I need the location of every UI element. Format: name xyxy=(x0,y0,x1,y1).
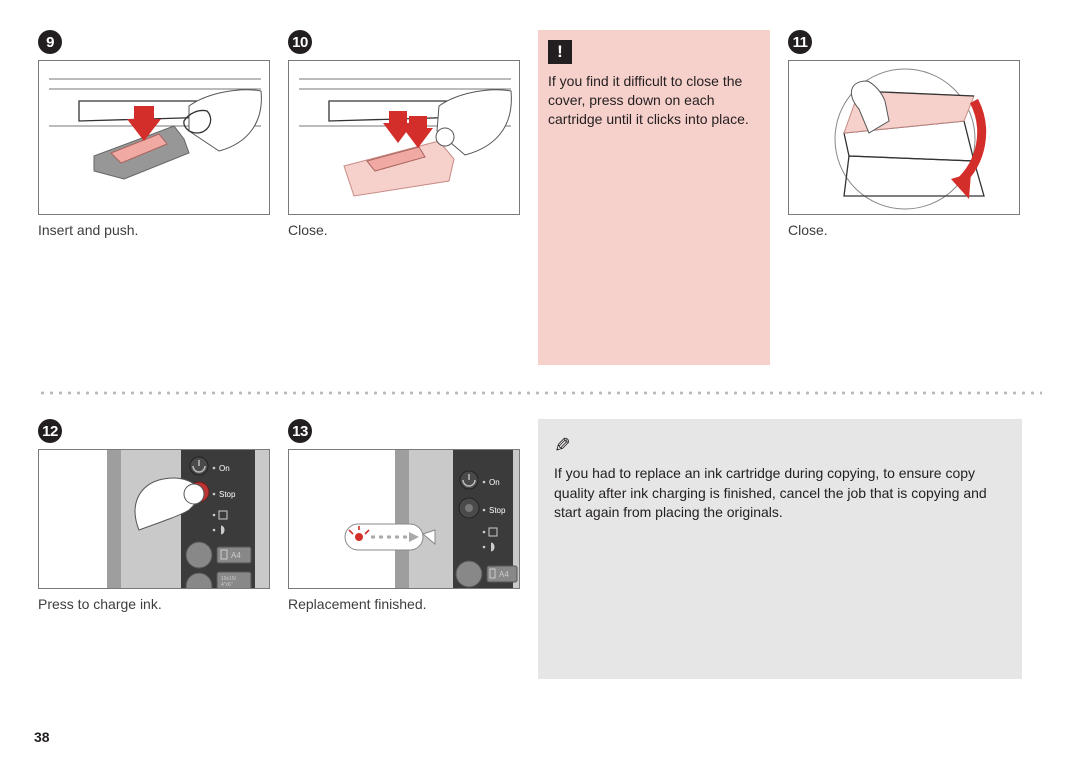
step-badge-13: 13 xyxy=(288,419,312,443)
pencil-icon: ✎ xyxy=(554,433,571,458)
step-badge-11: 11 xyxy=(788,30,812,54)
label-a4: A4 xyxy=(231,551,241,560)
svg-text:4"x6": 4"x6" xyxy=(221,582,233,588)
illustration-step-10 xyxy=(288,60,520,215)
caption-step-12: Press to charge ink. xyxy=(38,595,270,614)
page-number: 38 xyxy=(34,729,50,745)
warning-text: If you find it difficult to close the co… xyxy=(548,72,760,129)
step-12: 12 On Stop xyxy=(38,419,270,679)
caption-step-11: Close. xyxy=(788,221,1020,240)
step-9: 9 Insert and push. xyxy=(38,30,270,240)
step-10: 10 Close. xyxy=(288,30,520,240)
label-stop-2: Stop xyxy=(489,506,506,515)
label-on: On xyxy=(219,464,230,473)
caption-step-13: Replacement finished. xyxy=(288,595,520,614)
manual-page: 9 Insert and push. 10 xyxy=(0,0,1080,761)
caption-step-10: Close. xyxy=(288,221,520,240)
row-2: 12 On Stop xyxy=(38,419,1042,679)
step-badge-9: 9 xyxy=(38,30,62,54)
illustration-step-9 xyxy=(38,60,270,215)
step-badge-10: 10 xyxy=(288,30,312,54)
warning-icon: ! xyxy=(548,40,572,64)
dotted-separator xyxy=(38,391,1042,395)
label-on-2: On xyxy=(489,478,500,487)
caption-step-9: Insert and push. xyxy=(38,221,270,240)
illustration-step-11 xyxy=(788,60,1020,215)
label-a4-2: A4 xyxy=(499,570,509,579)
step-badge-12: 12 xyxy=(38,419,62,443)
note-box: ✎ If you had to replace an ink cartridge… xyxy=(538,419,1022,679)
row-1: 9 Insert and push. 10 xyxy=(38,30,1042,365)
step-13: 13 On Stop xyxy=(288,419,520,679)
warning-box: ! If you find it difficult to close the … xyxy=(538,30,770,365)
step-11: 11 Close. xyxy=(788,30,1020,240)
note-text: If you had to replace an ink cartridge d… xyxy=(554,464,1006,523)
illustration-step-13: On Stop A4 xyxy=(288,449,520,589)
label-stop: Stop xyxy=(219,490,236,499)
illustration-step-12: On Stop A4 xyxy=(38,449,270,589)
